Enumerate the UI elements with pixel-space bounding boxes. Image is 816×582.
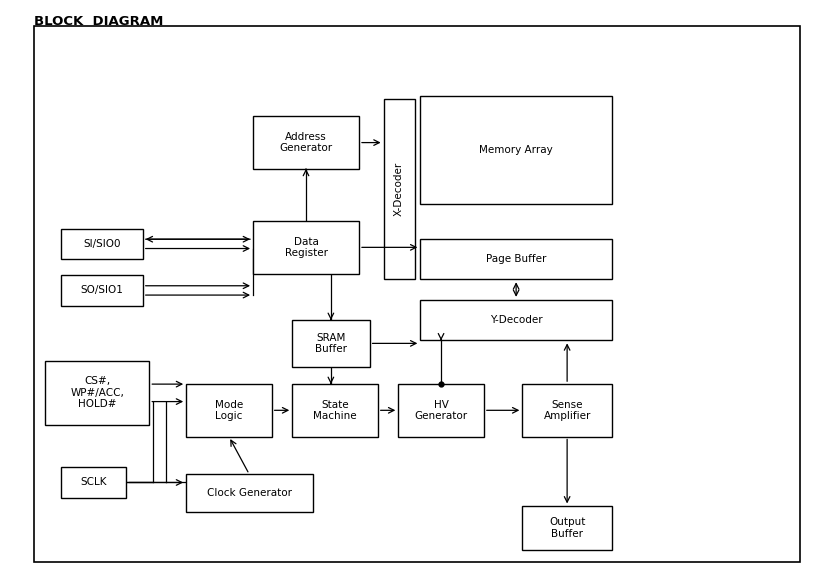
- Text: SCLK: SCLK: [81, 477, 107, 488]
- Text: BLOCK  DIAGRAM: BLOCK DIAGRAM: [34, 15, 164, 27]
- Bar: [420, 239, 612, 279]
- Text: SI/SIO0: SI/SIO0: [83, 239, 121, 249]
- Bar: [398, 384, 484, 436]
- Bar: [186, 474, 313, 512]
- Bar: [420, 300, 612, 340]
- Bar: [292, 320, 370, 367]
- Bar: [186, 384, 272, 436]
- Text: X-Decoder: X-Decoder: [394, 162, 404, 217]
- Text: Address
Generator: Address Generator: [279, 132, 333, 154]
- Text: SRAM
Buffer: SRAM Buffer: [315, 332, 347, 354]
- Bar: [253, 116, 359, 169]
- Bar: [61, 275, 143, 306]
- Bar: [420, 96, 612, 204]
- Text: SO/SIO1: SO/SIO1: [81, 285, 123, 296]
- Text: CS#,
WP#/ACC,
HOLD#: CS#, WP#/ACC, HOLD#: [70, 376, 124, 410]
- Text: HV
Generator: HV Generator: [415, 399, 468, 421]
- Bar: [61, 467, 126, 498]
- Text: Page Buffer: Page Buffer: [486, 254, 546, 264]
- Text: Output
Buffer: Output Buffer: [549, 517, 585, 539]
- Text: Mode
Logic: Mode Logic: [215, 399, 243, 421]
- Bar: [292, 384, 378, 436]
- Text: State
Machine: State Machine: [313, 399, 357, 421]
- Text: Memory Array: Memory Array: [479, 145, 553, 155]
- Bar: [384, 99, 415, 279]
- Text: Y-Decoder: Y-Decoder: [490, 315, 543, 325]
- Bar: [253, 221, 359, 274]
- Bar: [61, 229, 143, 259]
- Text: Data
Register: Data Register: [285, 236, 327, 258]
- Text: Clock Generator: Clock Generator: [206, 488, 292, 498]
- Text: Sense
Amplifier: Sense Amplifier: [543, 399, 591, 421]
- Bar: [522, 506, 612, 550]
- Bar: [522, 384, 612, 436]
- Bar: [45, 361, 149, 425]
